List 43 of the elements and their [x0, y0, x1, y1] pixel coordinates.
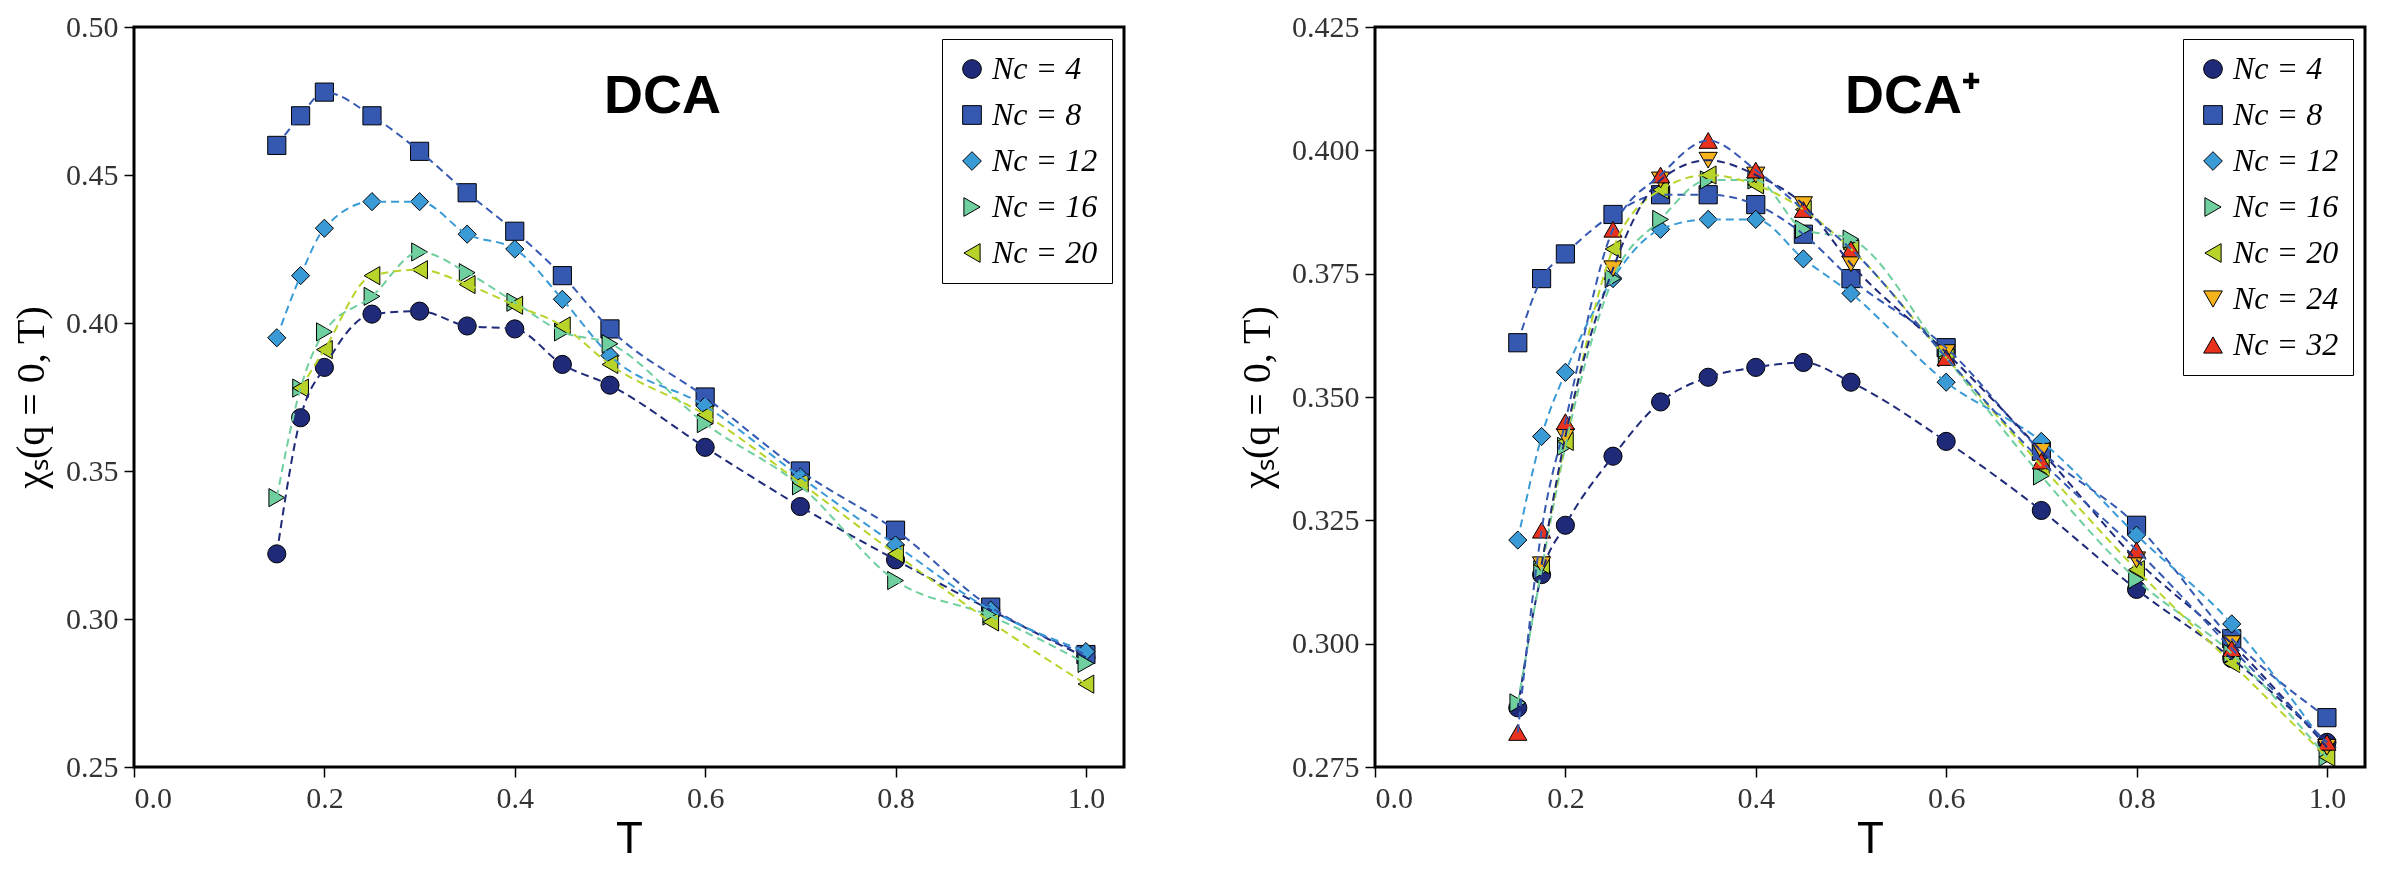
- annotation: DCA⁺: [1845, 64, 1980, 124]
- y-axis-title: χₛ(q = 0, T): [1234, 306, 1279, 490]
- legend-label: Nc = 12: [991, 142, 1098, 178]
- legend-label: Nc = 4: [2232, 50, 2323, 86]
- y-tick-label: 0.400: [1292, 132, 1360, 166]
- legend-label: Nc = 20: [991, 234, 1098, 270]
- x-tick-label: 0.2: [1547, 780, 1585, 814]
- legend-label: Nc = 16: [2232, 188, 2339, 224]
- x-tick-label: 0.4: [496, 780, 535, 814]
- x-axis-title: T: [1857, 812, 1884, 862]
- legend-label: Nc = 8: [2232, 96, 2323, 132]
- y-tick-label: 0.30: [66, 601, 119, 635]
- legend-label: Nc = 32: [2232, 326, 2339, 362]
- legend-label: Nc = 20: [2232, 234, 2339, 270]
- x-tick-label: 0.8: [2118, 780, 2156, 814]
- legend-label: Nc = 16: [991, 188, 1098, 224]
- legend-label: Nc = 4: [991, 50, 1082, 86]
- annotation: DCA: [604, 64, 721, 124]
- x-tick-label: 1.0: [1067, 780, 1106, 814]
- x-tick-label: 0.4: [1737, 780, 1776, 814]
- y-tick-label: 0.50: [66, 9, 119, 43]
- y-tick-label: 0.275: [1292, 749, 1360, 783]
- x-tick-label: 0.6: [1927, 780, 1966, 814]
- y-axis-title: χₛ(q = 0, T): [8, 306, 53, 490]
- y-tick-label: 0.35: [66, 453, 119, 487]
- x-tick-label: 0.2: [306, 780, 344, 814]
- y-tick-label: 0.40: [66, 305, 119, 339]
- legend-label: Nc = 8: [991, 96, 1082, 132]
- y-tick-label: 0.45: [66, 157, 119, 191]
- y-tick-label: 0.300: [1292, 626, 1360, 660]
- y-tick-label: 0.375: [1292, 256, 1360, 290]
- y-tick-label: 0.425: [1292, 9, 1360, 43]
- y-tick-label: 0.325: [1292, 502, 1360, 536]
- legend-label: Nc = 24: [2232, 280, 2339, 316]
- x-tick-label: 0.6: [686, 780, 725, 814]
- y-tick-label: 0.350: [1292, 379, 1360, 413]
- y-tick-label: 0.25: [66, 749, 119, 783]
- legend-label: Nc = 12: [2232, 142, 2339, 178]
- x-tick-label: 0.0: [134, 780, 172, 814]
- x-axis-title: T: [616, 812, 643, 862]
- x-tick-label: 0.8: [877, 780, 915, 814]
- x-tick-label: 0.0: [1375, 780, 1413, 814]
- x-tick-label: 1.0: [2308, 780, 2347, 814]
